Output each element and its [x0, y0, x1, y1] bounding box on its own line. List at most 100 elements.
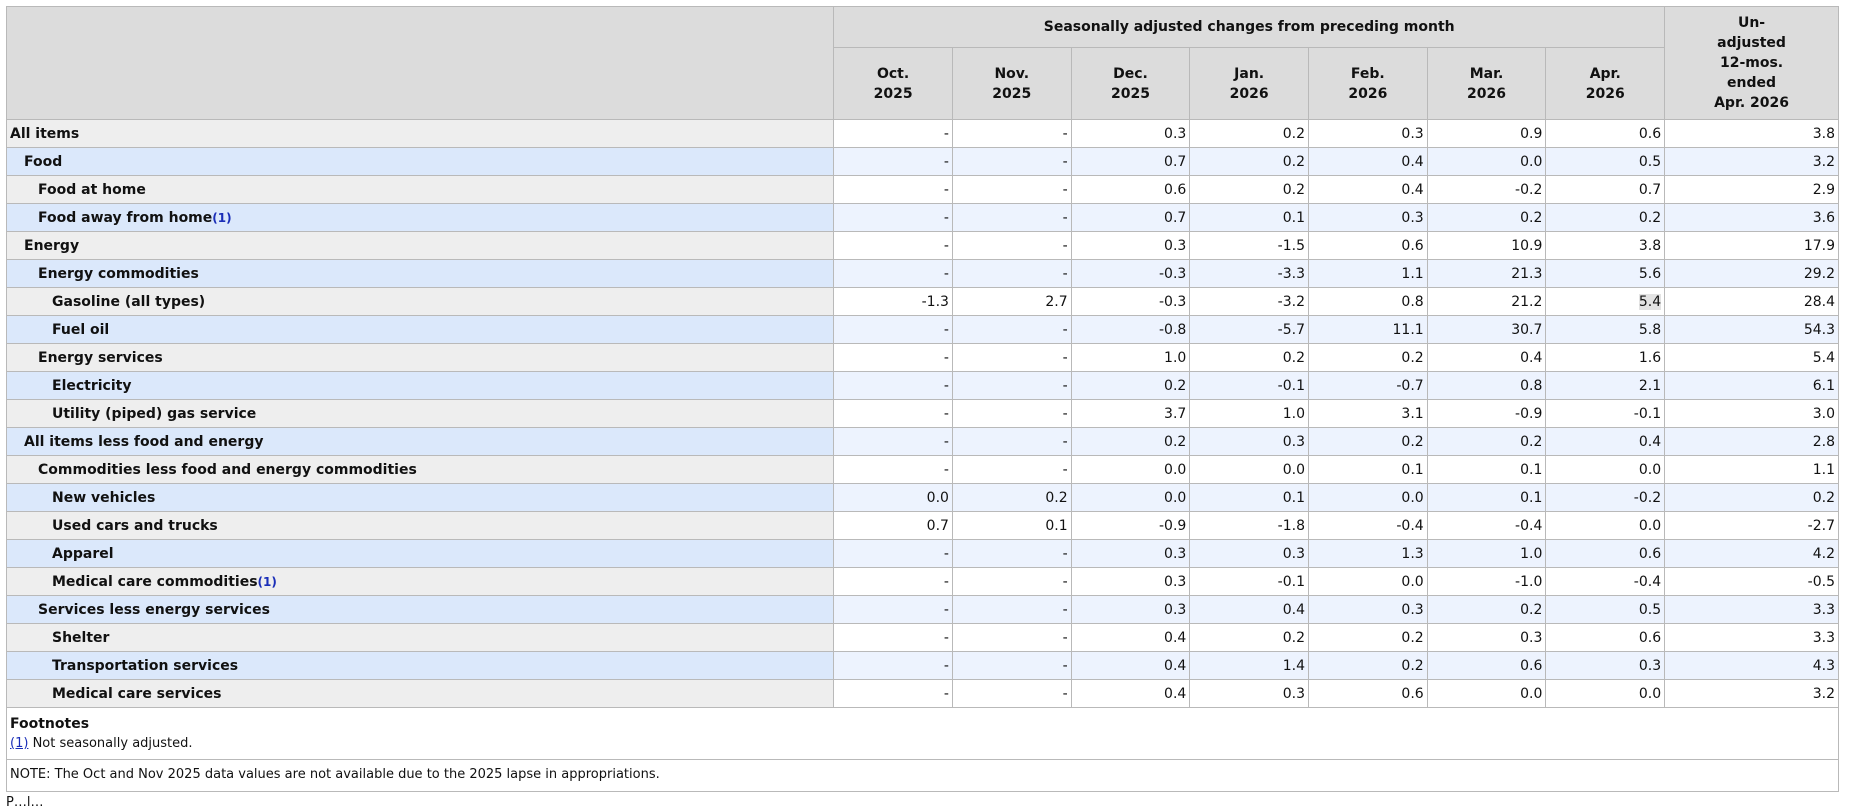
row-label-text: Services less energy services [38, 601, 270, 618]
value-text: - [943, 209, 949, 226]
month-header: Nov. 2025 [951, 47, 1072, 120]
value-text: -0.9 [1158, 517, 1187, 534]
value-cell: - [951, 259, 1072, 288]
value-cell: -0.8 [1070, 315, 1191, 344]
value-text: 10.9 [1511, 237, 1543, 254]
annual-value-text: 0.2 [1812, 489, 1835, 506]
value-text: 1.3 [1401, 545, 1424, 562]
value-text: 5.4 [1638, 293, 1662, 310]
value-cell: 0.0 [1308, 567, 1428, 596]
value-text: 0.1 [1401, 461, 1424, 478]
value-text: - [943, 125, 949, 142]
annual-value-text: 3.8 [1812, 125, 1835, 142]
annual-value-cell: 3.3 [1664, 595, 1839, 624]
value-cell: - [833, 455, 953, 484]
value-text: - [1062, 685, 1068, 702]
value-text: -1.0 [1515, 573, 1543, 590]
annual-value-cell: 3.6 [1664, 203, 1839, 232]
value-text: 0.3 [1401, 601, 1424, 618]
value-cell: 0.1 [1189, 203, 1309, 232]
annual-value-text: 17.9 [1803, 237, 1835, 254]
row-label: Energy commodities [5, 259, 835, 288]
value-cell: 1.4 [1189, 651, 1309, 680]
value-text: -3.2 [1277, 293, 1305, 310]
footnote-ref-link[interactable]: (1) [257, 574, 277, 589]
value-cell: 0.2 [1189, 119, 1309, 148]
value-cell: - [833, 259, 953, 288]
value-cell: 0.0 [1545, 455, 1666, 484]
annual-value-cell: 4.2 [1664, 539, 1839, 568]
annual-value-text: 4.3 [1812, 657, 1835, 674]
month-label: Nov. [994, 65, 1030, 82]
value-text: 0.6 [1638, 545, 1662, 562]
table-row: Apparel - - 0.3 0.3 1.3 1.0 0.6 4.2 [5, 539, 1839, 568]
value-cell: 0.4 [1426, 343, 1547, 372]
value-cell: 0.7 [1545, 175, 1666, 204]
value-text: 11.1 [1392, 321, 1424, 338]
value-text: -0.2 [1633, 489, 1662, 506]
annual-value-cell: 3.3 [1664, 623, 1839, 652]
value-cell: - [833, 539, 953, 568]
row-label-text: Apparel [52, 545, 114, 562]
value-text: - [1062, 153, 1068, 170]
value-text: - [943, 685, 949, 702]
table-row: Medical care commodities(1) - - 0.3 -0.1 0.0 -… [5, 567, 1839, 596]
value-cell: 0.2 [1189, 343, 1309, 372]
value-cell: - [951, 595, 1072, 624]
value-text: 0.4 [1164, 657, 1187, 674]
value-cell: 0.2 [1189, 623, 1309, 652]
value-text: 21.2 [1511, 293, 1543, 310]
value-cell: 21.3 [1426, 259, 1547, 288]
year-label: 2025 [992, 85, 1032, 102]
value-text: -1.8 [1277, 517, 1305, 534]
value-text: 0.2 [1401, 629, 1424, 646]
value-cell: 11.1 [1308, 315, 1428, 344]
value-cell: 0.2 [951, 483, 1072, 512]
row-label: Food [5, 147, 835, 176]
value-text: 0.3 [1638, 657, 1662, 674]
value-cell: - [951, 371, 1072, 400]
value-text: -0.4 [1396, 517, 1424, 534]
row-label: Commodities less food and energy commodi… [5, 455, 835, 484]
value-text: -0.1 [1277, 377, 1305, 394]
value-text: -0.8 [1158, 321, 1187, 338]
row-label-text: Utility (piped) gas service [52, 405, 257, 422]
annual-value-cell: -2.7 [1664, 511, 1839, 540]
trailing-text: P…l… [6, 795, 44, 810]
value-text: 0.9 [1520, 125, 1543, 142]
value-text: 0.6 [1401, 237, 1424, 254]
value-cell: -1.8 [1189, 511, 1309, 540]
value-text: - [1062, 349, 1068, 366]
table-row: Commodities less food and energy commodi… [5, 455, 1839, 484]
value-text: 0.2 [1282, 349, 1305, 366]
value-text: 0.0 [1164, 489, 1187, 506]
value-text: 0.2 [1401, 433, 1424, 450]
row-label: Medical care commodities(1) [5, 567, 835, 596]
value-text: 0.6 [1401, 685, 1424, 702]
row-label-text: Medical care commodities [52, 573, 258, 590]
value-cell: - [951, 567, 1072, 596]
row-label: Energy services [5, 343, 835, 372]
value-cell: 0.0 [1189, 455, 1309, 484]
value-text: 0.2 [1282, 629, 1305, 646]
value-cell: -1.0 [1426, 567, 1547, 596]
value-cell: 0.6 [1426, 651, 1547, 680]
value-text: 0.0 [1520, 153, 1543, 170]
value-text: 1.4 [1282, 657, 1305, 674]
footnote-link[interactable]: (1) [10, 736, 29, 751]
value-text: 0.0 [926, 489, 949, 506]
value-text: 0.3 [1282, 685, 1305, 702]
value-cell: - [951, 231, 1072, 260]
value-cell: 0.3 [1070, 539, 1191, 568]
value-text: 0.2 [1520, 601, 1543, 618]
value-cell: - [833, 231, 953, 260]
value-cell: 3.1 [1308, 399, 1428, 428]
value-text: 0.2 [1164, 433, 1187, 450]
year-label: 2025 [873, 85, 913, 102]
stub-header [5, 6, 835, 120]
row-label: Energy [5, 231, 835, 260]
value-text: 0.6 [1520, 657, 1543, 674]
month-header: Dec. 2025 [1070, 47, 1191, 120]
value-cell: 0.1 [1426, 483, 1547, 512]
footnote-ref-link[interactable]: (1) [212, 210, 232, 225]
